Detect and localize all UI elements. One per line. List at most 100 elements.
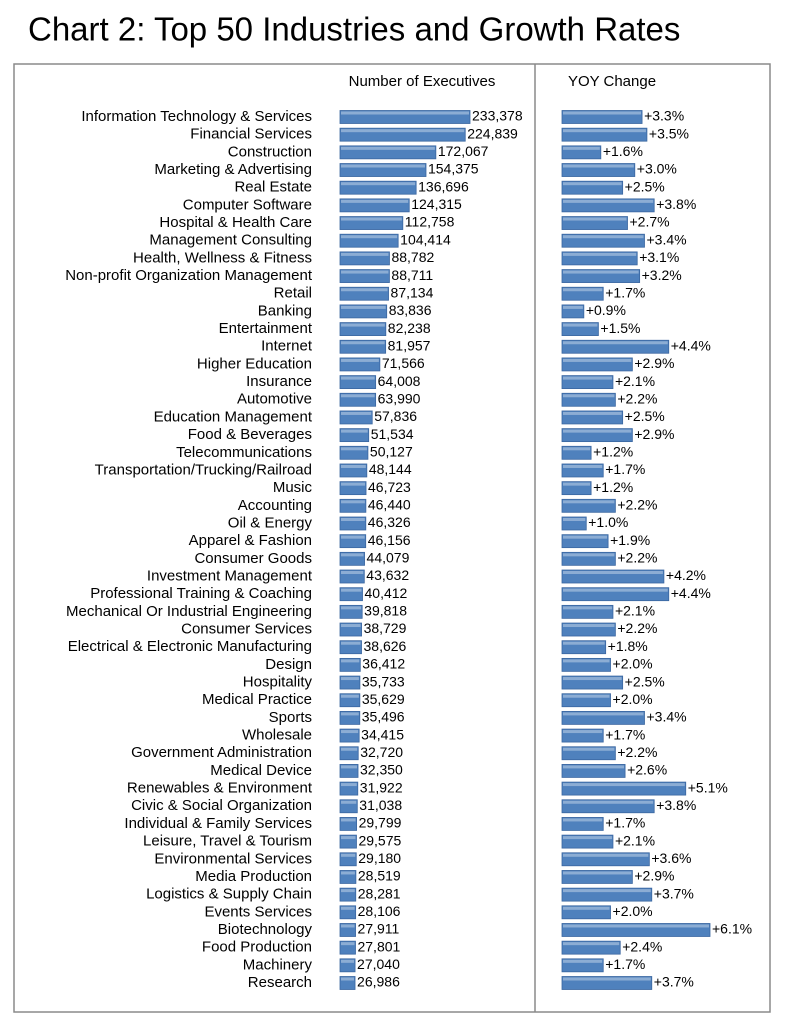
- bar-highlight: [563, 164, 634, 168]
- bar-highlight: [563, 800, 654, 804]
- category-label: Real Estate: [234, 179, 312, 196]
- value-label: +1.2%: [593, 443, 633, 459]
- value-label: 27,911: [358, 921, 400, 937]
- bar-highlight: [341, 182, 416, 186]
- bar: [561, 976, 653, 990]
- bar: [339, 746, 359, 761]
- bar-highlight: [563, 606, 612, 610]
- bar-highlight: [341, 871, 355, 875]
- bar-highlight: [563, 252, 637, 256]
- bar-highlight: [341, 659, 360, 663]
- bar-highlight: [563, 588, 668, 592]
- bar: [561, 764, 626, 778]
- bar-highlight: [341, 341, 385, 345]
- bar-highlight: [341, 889, 355, 893]
- bar: [561, 180, 624, 195]
- bar: [339, 163, 427, 177]
- value-label: 46,156: [368, 532, 411, 548]
- value-label: +5.1%: [688, 779, 728, 795]
- bar-highlight: [341, 517, 365, 521]
- value-label: +3.7%: [654, 974, 694, 990]
- bar: [561, 375, 614, 390]
- value-label: 51,534: [371, 426, 414, 442]
- category-label: Sports: [269, 709, 312, 726]
- value-label: 35,733: [362, 673, 405, 689]
- bar-highlight: [563, 500, 615, 504]
- bar-highlight: [341, 588, 362, 592]
- bar: [339, 322, 387, 336]
- value-label: 28,281: [358, 885, 401, 901]
- bar-highlight: [563, 977, 651, 981]
- bar: [339, 640, 362, 655]
- bar: [339, 923, 356, 937]
- bar-highlight: [563, 464, 603, 468]
- bar: [561, 852, 650, 867]
- bar-highlight: [341, 606, 362, 610]
- bar-highlight: [563, 677, 622, 681]
- category-label: Biotechnology: [218, 921, 313, 938]
- bar: [339, 834, 357, 849]
- value-label: 46,723: [368, 479, 411, 495]
- bar-highlight: [341, 924, 355, 928]
- value-label: 36,412: [362, 656, 405, 672]
- value-label: +2.5%: [625, 408, 665, 424]
- value-label: +2.9%: [634, 868, 674, 884]
- bar: [339, 127, 466, 142]
- bar: [339, 198, 410, 213]
- bar-highlight: [563, 429, 632, 433]
- category-label: Research: [248, 974, 312, 991]
- category-label: Health, Wellness & Fitness: [133, 249, 312, 266]
- bar-highlight: [341, 624, 361, 628]
- bar-highlight: [341, 464, 366, 468]
- value-label: +2.9%: [634, 355, 674, 371]
- frame: [13, 63, 771, 1013]
- value-label: 124,315: [411, 196, 462, 212]
- category-label: Leisure, Travel & Tourism: [143, 833, 312, 850]
- bar-highlight: [341, 712, 359, 716]
- value-label: 88,782: [391, 249, 434, 265]
- bar: [561, 127, 648, 142]
- bar-highlight: [563, 959, 603, 963]
- bar: [561, 640, 607, 655]
- bar: [561, 357, 633, 372]
- value-label: +3.8%: [656, 196, 696, 212]
- bar: [339, 958, 356, 973]
- value-label: 81,957: [388, 337, 431, 353]
- category-label: Education Management: [154, 408, 313, 425]
- bar-highlight: [563, 376, 612, 380]
- category-label: Investment Management: [147, 567, 313, 584]
- value-label: +4.4%: [671, 337, 711, 353]
- bar: [339, 269, 390, 283]
- bar-highlight: [563, 535, 608, 539]
- value-label: 27,040: [357, 956, 400, 972]
- bar: [561, 622, 616, 637]
- bar-highlight: [341, 429, 368, 433]
- category-label: Hospital & Health Care: [159, 214, 312, 231]
- bar-highlight: [563, 323, 598, 327]
- bar-highlight: [341, 358, 379, 362]
- value-label: 38,626: [364, 638, 407, 654]
- value-label: 31,922: [360, 779, 403, 795]
- bar: [561, 322, 599, 336]
- value-label: +2.2%: [617, 390, 657, 406]
- value-label: +1.6%: [603, 143, 643, 159]
- bar: [561, 233, 645, 248]
- bar: [339, 764, 359, 778]
- category-label: Events Services: [204, 903, 312, 920]
- bar: [339, 410, 373, 425]
- bar-highlight: [563, 129, 646, 133]
- bar: [339, 940, 356, 955]
- bar-highlight: [563, 924, 709, 928]
- bar-highlight: [341, 323, 385, 327]
- value-label: 39,818: [364, 603, 407, 619]
- bar: [339, 604, 363, 619]
- bar: [561, 110, 643, 124]
- value-label: +2.1%: [615, 832, 655, 848]
- value-label: +3.3%: [644, 108, 684, 124]
- bar: [561, 304, 585, 319]
- value-label: 88,711: [391, 267, 433, 283]
- bar-highlight: [341, 818, 356, 822]
- bar-highlight: [563, 288, 603, 292]
- bar-highlight: [341, 800, 357, 804]
- value-label: +3.8%: [656, 797, 696, 813]
